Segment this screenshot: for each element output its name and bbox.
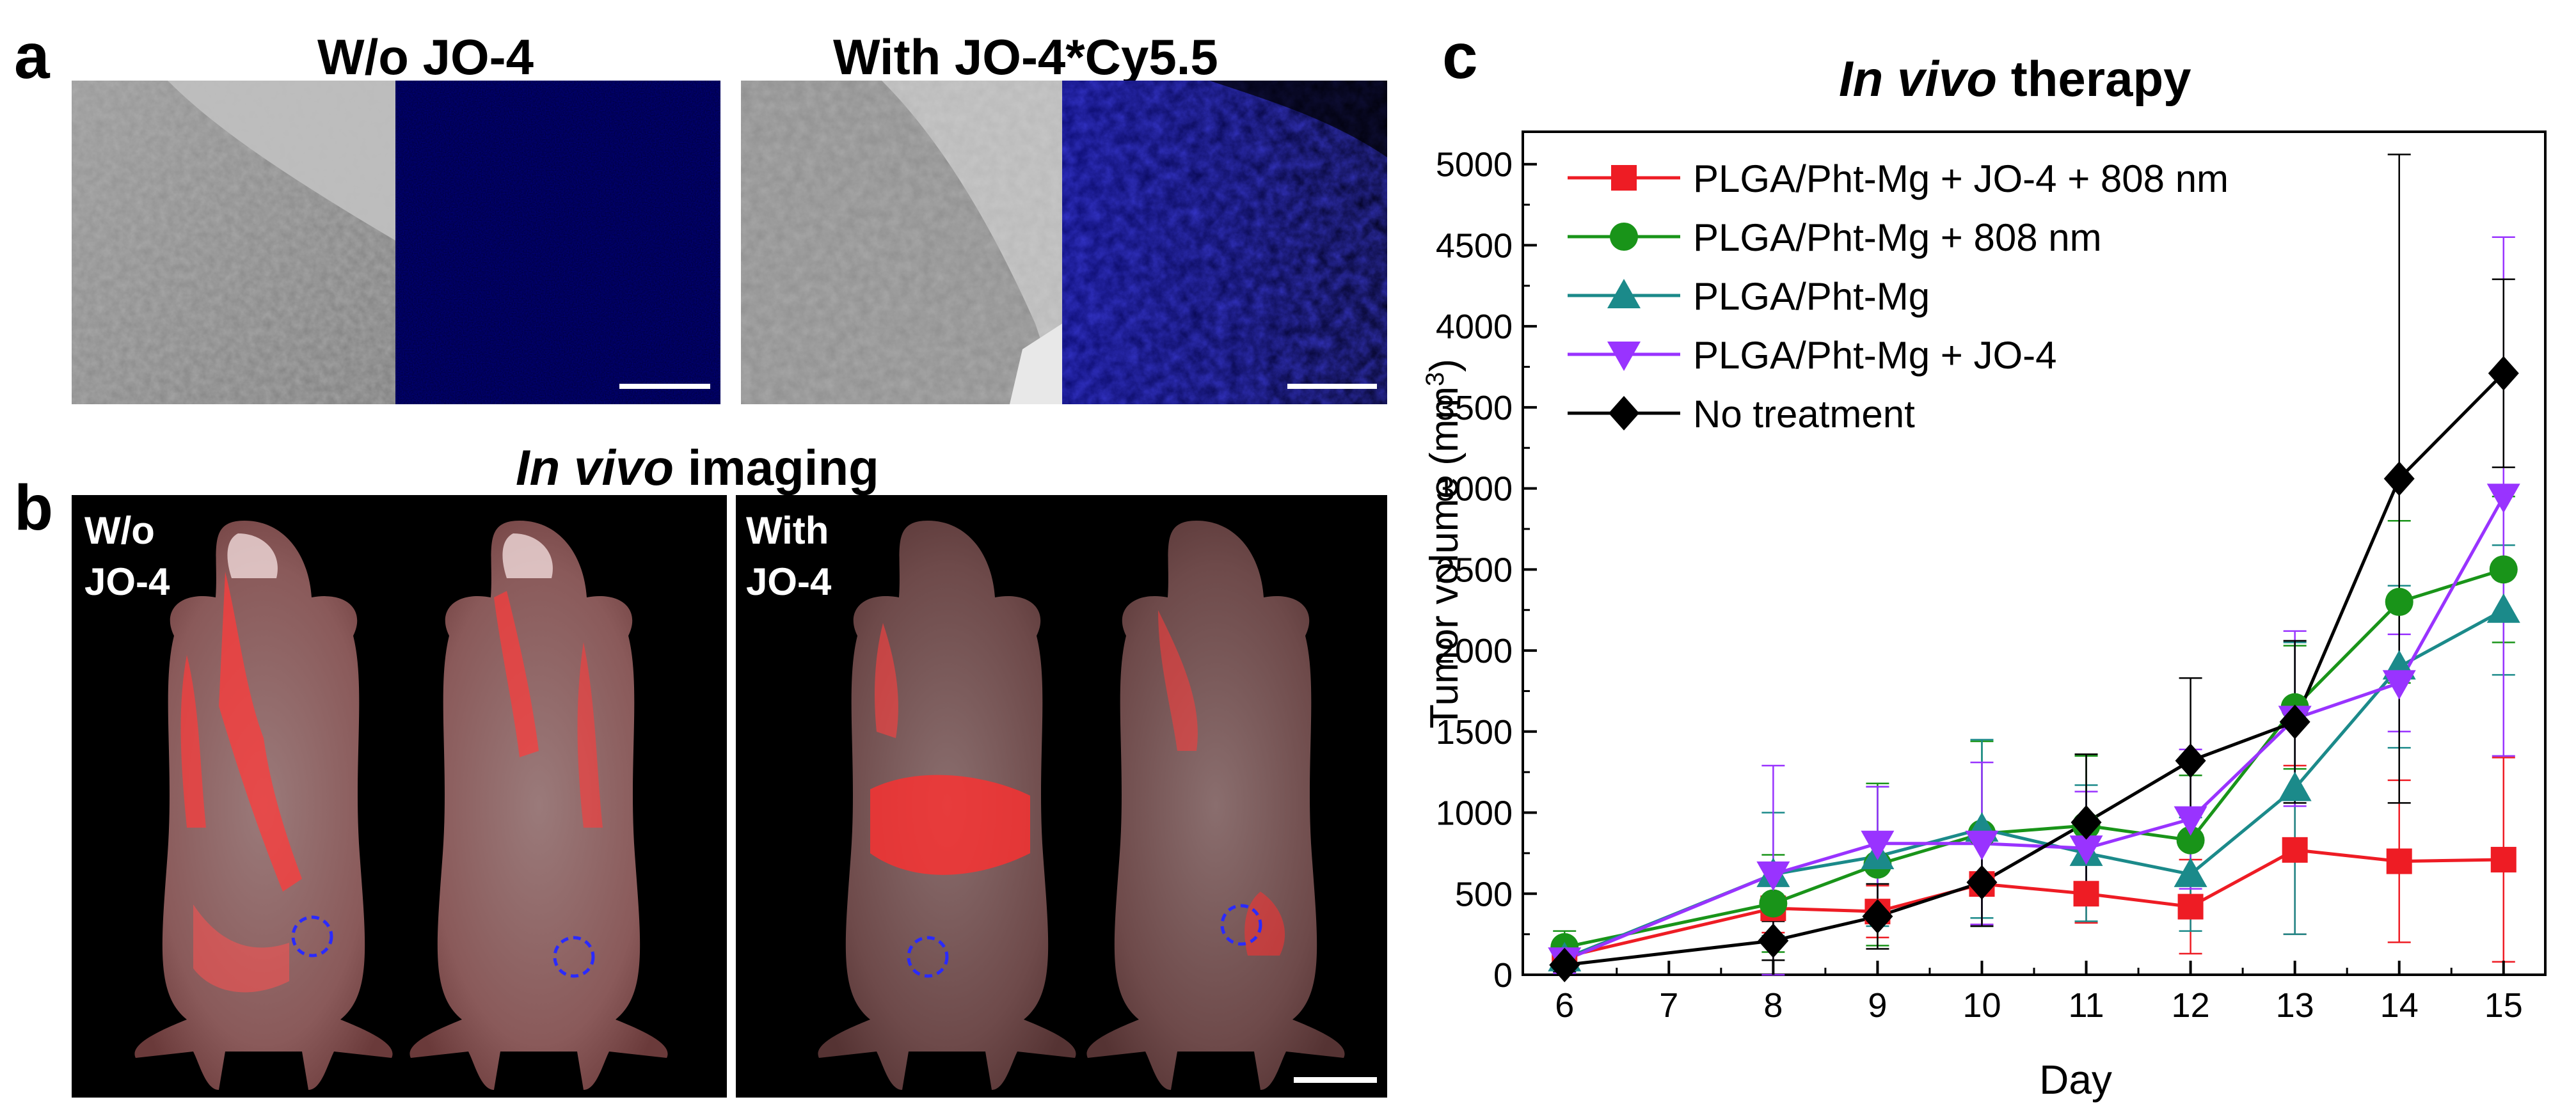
y-tick-label: 4000	[1436, 308, 1513, 346]
y-tick-label: 4500	[1436, 226, 1513, 265]
fluorescence-image-with-jo4-cy55	[1062, 81, 1387, 404]
legend-entry-label: PLGA/Pht-Mg + 808 nm	[1693, 216, 2102, 259]
data-point-diamond	[2071, 805, 2102, 840]
mouse-silhouette	[1086, 521, 1345, 1090]
panel-c-title-italic: In vivo	[1839, 51, 1998, 107]
x-tick-label: 11	[2068, 986, 2104, 1025]
data-point-circle	[2489, 555, 2518, 584]
panel-c-title-rest: therapy	[1997, 51, 2191, 107]
x-tick-label: 10	[1962, 986, 2001, 1025]
caption-line: JO-4	[746, 560, 832, 603]
x-tick-label: 14	[2380, 986, 2419, 1025]
panel-c-label: c	[1442, 20, 1478, 92]
caption-line: With	[746, 509, 829, 552]
brightfield-image-with-jo4-cy55	[741, 81, 1062, 404]
data-point-triangle-down	[1607, 342, 1641, 371]
panel-c-title: In vivo therapy	[1839, 54, 2191, 104]
y-tick-label: 0	[1493, 956, 1513, 995]
data-point-square	[1611, 165, 1637, 191]
data-point-diamond	[1862, 899, 1893, 934]
y-axis-label: Tumor volume (mm3)	[1421, 359, 1467, 729]
data-point-triangle-up	[2278, 771, 2312, 801]
data-point-diamond	[1966, 865, 1998, 900]
data-point-diamond	[1758, 923, 1789, 958]
data-point-triangle-down	[2069, 835, 2103, 865]
panel-a-left-title: W/o JO-4	[317, 29, 534, 85]
data-point-diamond	[1609, 396, 1639, 430]
legend-entry-label: PLGA/Pht-Mg + JO-4	[1693, 334, 2057, 377]
data-point-diamond	[2383, 461, 2415, 496]
data-point-triangle-down	[1965, 830, 1999, 860]
x-tick-label: 8	[1763, 986, 1783, 1025]
x-tick-label: 9	[1868, 986, 1887, 1025]
y-tick-label: 5000	[1436, 146, 1513, 184]
data-point-triangle-up	[1607, 279, 1641, 308]
panel-b-label: b	[14, 472, 54, 544]
data-point-square	[2177, 894, 2204, 920]
panel-b-title-italic: In vivo	[516, 439, 674, 496]
tumor-marker-circle	[907, 936, 949, 978]
data-point-circle	[1610, 223, 1638, 251]
series-line	[1564, 608, 2504, 960]
data-point-triangle-down	[1861, 830, 1895, 860]
mouse-silhouette	[818, 521, 1076, 1090]
y-tick-label: 1000	[1436, 794, 1513, 833]
data-point-square	[2490, 847, 2516, 873]
y-tick-label: 3000	[1436, 470, 1513, 508]
fluorescence-image-without-jo4	[395, 81, 720, 404]
data-point-circle	[2176, 826, 2205, 855]
legend-entry-label: PLGA/Pht-Mg + JO-4 + 808 nm	[1693, 157, 2229, 200]
tumor-marker-circle	[291, 915, 333, 957]
data-point-triangle-down	[2382, 670, 2416, 700]
data-point-triangle-up	[2486, 593, 2520, 623]
x-tick-label: 12	[2172, 986, 2210, 1025]
x-tick-label: 6	[1555, 986, 1574, 1025]
scale-bar	[1287, 384, 1377, 389]
data-point-circle	[2385, 588, 2413, 617]
data-point-circle	[1759, 889, 1788, 918]
data-point-square	[2386, 848, 2412, 874]
y-tick-label: 2500	[1436, 551, 1513, 589]
data-point-diamond	[2175, 743, 2206, 778]
data-point-square	[2073, 881, 2099, 907]
caption-line: W/o	[84, 509, 155, 552]
panel-a-right-title: With JO-4*Cy5.5	[833, 29, 1218, 85]
y-tick-label: 3500	[1436, 389, 1513, 427]
data-point-triangle-down	[1756, 861, 1790, 891]
panel-b-title: In vivo imaging	[516, 443, 879, 492]
x-tick-label: 15	[2485, 986, 2523, 1025]
y-tick-label: 500	[1455, 875, 1513, 913]
series-line	[1564, 567, 2504, 949]
panel-b-right-caption: With JO-4	[746, 505, 831, 608]
scale-bar	[619, 384, 710, 389]
mouse-silhouette	[409, 521, 668, 1090]
mouse-imaging-without-jo4: W/o JO-4	[72, 495, 727, 1098]
caption-line: JO-4	[84, 560, 170, 603]
mouse-silhouette	[134, 521, 393, 1090]
legend-entry-label: No treatment	[1693, 393, 1915, 436]
panel-b-left-caption: W/o JO-4	[84, 505, 170, 608]
tumor-volume-chart: 6 7 8 9 10 11 12 13 14 15 0 500 1000 1500 2000 2500 3000…	[1421, 130, 2547, 1103]
data-point-triangle-up	[2174, 857, 2207, 887]
series-line	[1564, 372, 2505, 967]
panel-b-title-rest: imaging	[674, 439, 879, 496]
x-tick-label: 7	[1659, 986, 1678, 1025]
legend-entry-label: PLGA/Pht-Mg	[1693, 275, 1930, 318]
data-point-square	[2282, 837, 2308, 863]
tumor-marker-circle	[553, 936, 595, 978]
y-tick-label: 1500	[1436, 713, 1513, 752]
mouse-imaging-with-jo4: With JO-4	[736, 495, 1387, 1098]
data-point-diamond	[2488, 356, 2519, 391]
data-point-triangle-down	[2486, 484, 2520, 514]
data-point-diamond	[2279, 704, 2310, 739]
tumor-marker-circle	[1220, 904, 1262, 946]
brightfield-image-without-jo4	[72, 81, 395, 404]
y-tick-label: 2000	[1436, 632, 1513, 670]
x-axis-label: Day	[2039, 1057, 2112, 1103]
panel-a-label: a	[14, 20, 50, 92]
x-tick-label: 13	[2276, 986, 2314, 1025]
data-point-triangle-down	[2174, 806, 2207, 836]
scale-bar	[1294, 1077, 1377, 1083]
